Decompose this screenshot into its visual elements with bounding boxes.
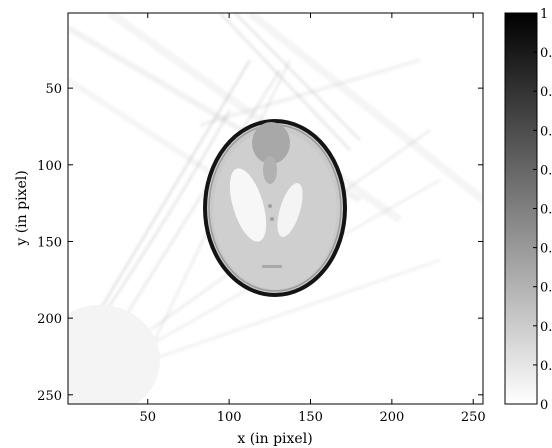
colorbar-tick-label: 0. bbox=[540, 203, 552, 218]
colorbar-gradient bbox=[504, 12, 538, 405]
streak-13 bbox=[247, 13, 483, 204]
phantom-dark-blob-top bbox=[252, 122, 290, 164]
colorbar-tick-label: 0. bbox=[540, 359, 552, 374]
phantom-dot-2 bbox=[270, 217, 274, 221]
colorbar-tick-label: 0. bbox=[540, 320, 552, 335]
colorbar-ticks: 1 0. 0. 0. 0. 0. 0. 0. 0. 0. 0 bbox=[533, 7, 552, 413]
colorbar-tick-label: 0. bbox=[540, 124, 552, 139]
y-tick-label: 150 bbox=[37, 235, 62, 250]
y-axis-label: y (in pixel) bbox=[14, 170, 30, 246]
colorbar-tick-label: 0. bbox=[540, 163, 552, 178]
colorbar-tick-label: 0 bbox=[540, 398, 548, 413]
x-tick-label: 100 bbox=[217, 410, 242, 425]
phantom-right-lobe bbox=[277, 183, 303, 237]
streak-5 bbox=[233, 13, 362, 142]
y-tick-label: 200 bbox=[37, 312, 62, 327]
x-tick-label: 200 bbox=[379, 410, 404, 425]
phantom-dark-blob-stem bbox=[263, 156, 277, 184]
phantom bbox=[203, 119, 347, 297]
streak-6 bbox=[98, 59, 252, 311]
streak-4 bbox=[218, 13, 352, 152]
heatmap-image bbox=[68, 13, 483, 404]
y-axis-ticks: 50 100 150 200 250 bbox=[37, 82, 483, 404]
colorbar-tick-label: 0. bbox=[540, 46, 552, 61]
colorbar-tick-label: 0. bbox=[540, 85, 552, 100]
phantom-left-lobe bbox=[229, 168, 267, 242]
y-tick-label: 250 bbox=[37, 389, 62, 404]
phantom-dot-1 bbox=[268, 204, 272, 208]
x-tick-label: 150 bbox=[298, 410, 323, 425]
x-tick-label: 50 bbox=[139, 410, 156, 425]
colorbar: 1 0. 0. 0. 0. 0. 0. 0. 0. 0. 0 bbox=[504, 7, 552, 413]
colorbar-tick-label: 0. bbox=[540, 281, 552, 296]
x-axis-ticks: 50 100 150 200 250 bbox=[139, 13, 486, 425]
x-axis-label: x (in pixel) bbox=[237, 431, 312, 447]
colorbar-tick-label: 1 bbox=[540, 7, 548, 22]
phantom-small-feature bbox=[262, 265, 282, 268]
streak-12 bbox=[199, 58, 421, 127]
streak-11 bbox=[149, 258, 441, 362]
y-tick-label: 50 bbox=[45, 82, 62, 97]
streak-7 bbox=[118, 69, 282, 326]
corner-blob bbox=[68, 305, 160, 404]
x-tick-label: 250 bbox=[461, 410, 486, 425]
y-tick-label: 100 bbox=[37, 159, 62, 174]
plot-frame bbox=[67, 12, 484, 405]
colorbar-tick-label: 0. bbox=[540, 242, 552, 257]
streak-arc bbox=[98, 109, 232, 321]
